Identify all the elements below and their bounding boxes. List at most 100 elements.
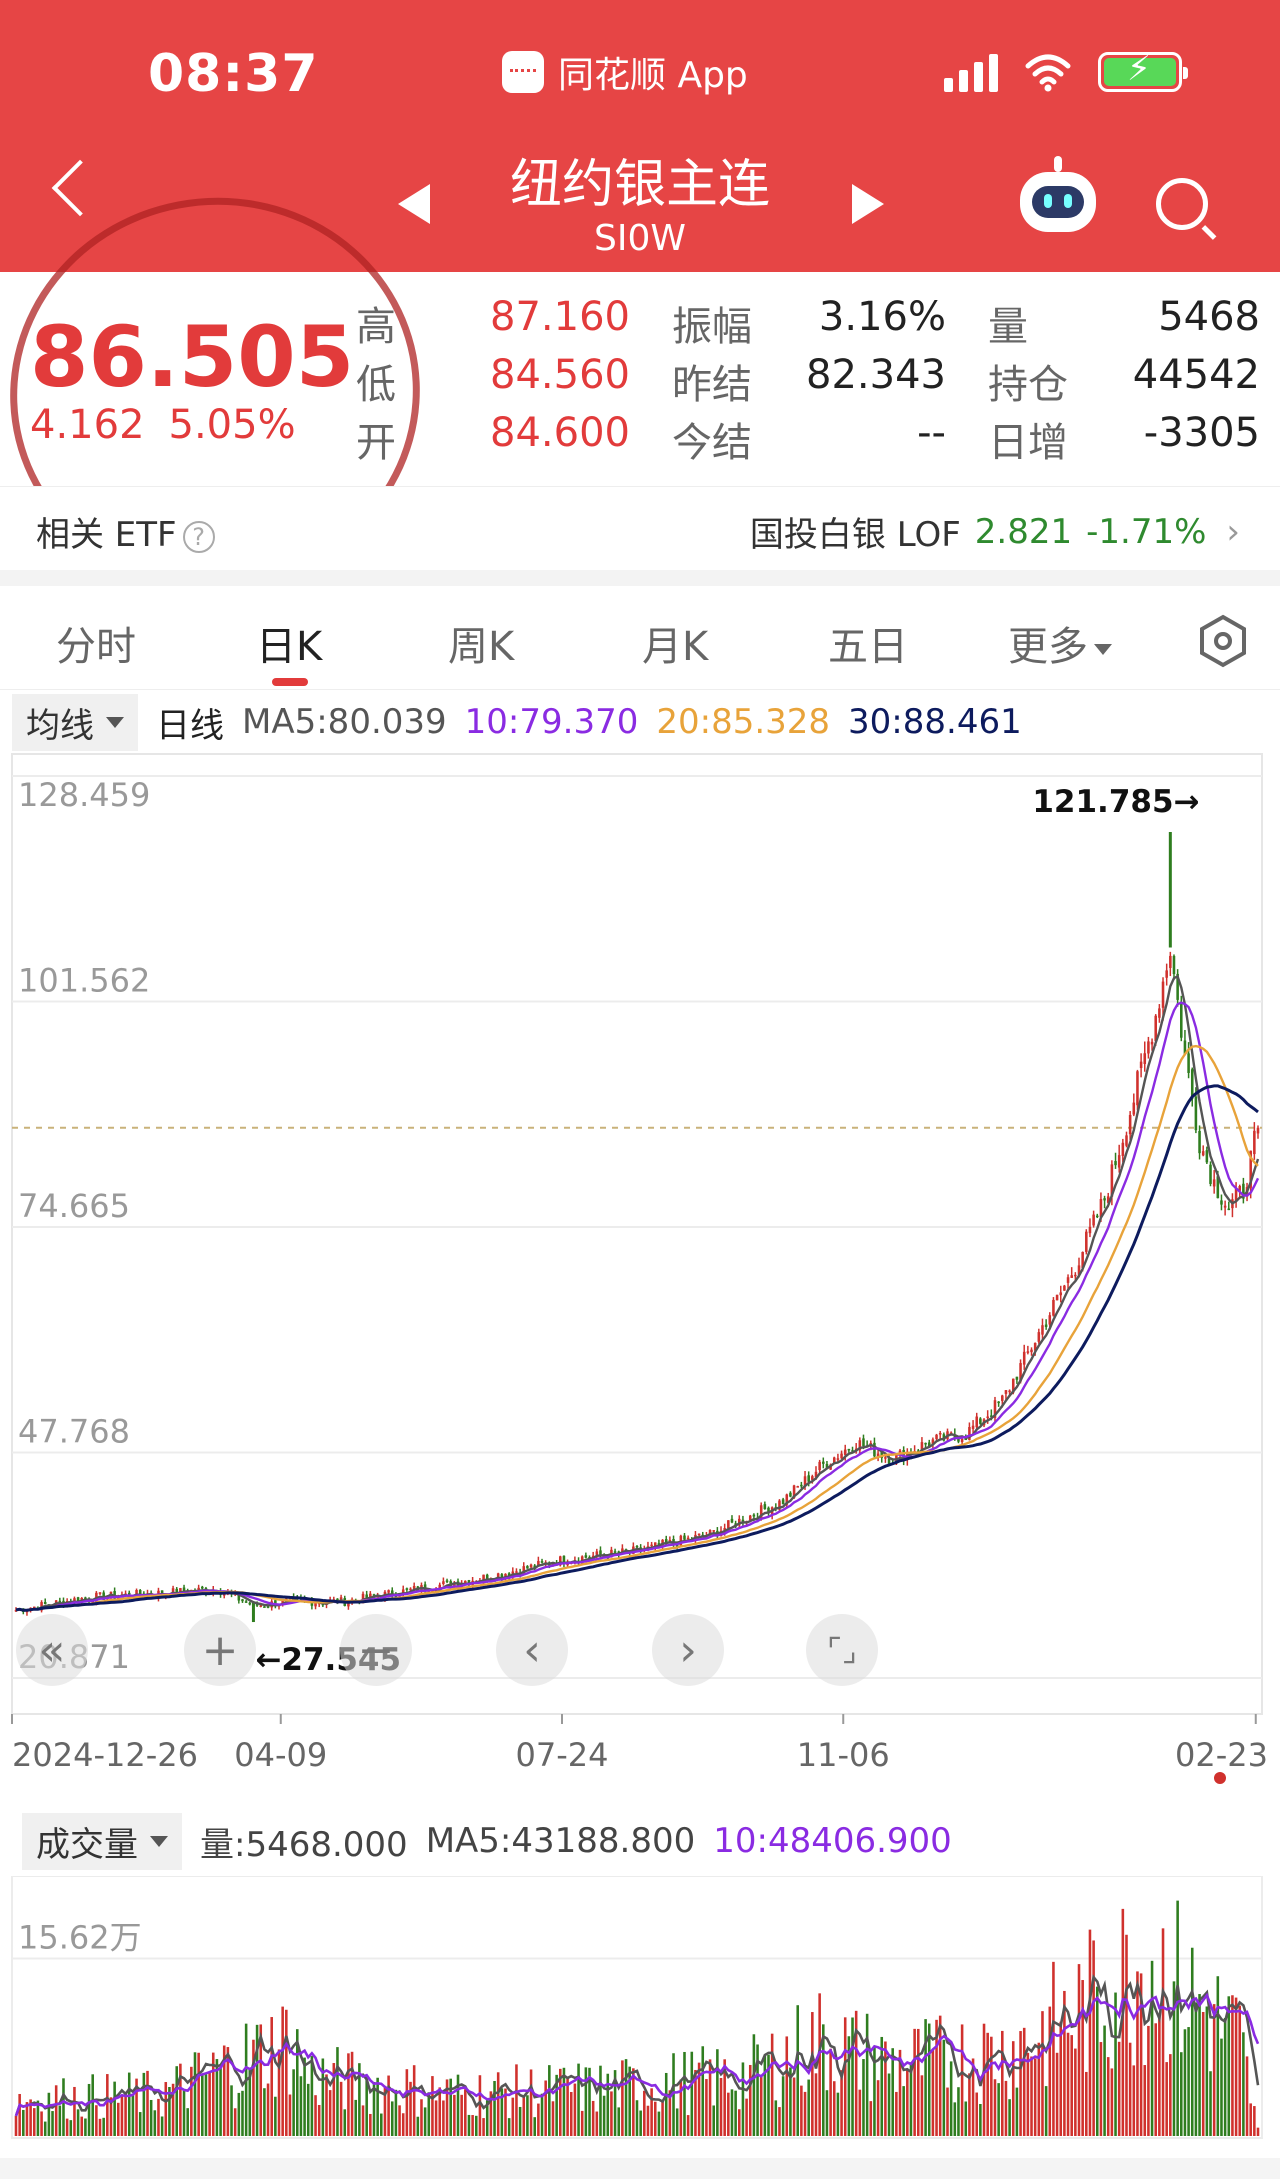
- zoom-in-button[interactable]: +: [184, 1614, 256, 1686]
- volume-bar: [295, 2029, 299, 2136]
- volume-bar: [1183, 2029, 1187, 2136]
- prev-icon[interactable]: [398, 184, 430, 224]
- x-tick-label: 2024-12-26: [12, 1736, 198, 1774]
- volume-bar: [124, 2091, 127, 2136]
- volume-bar: [197, 2052, 200, 2136]
- search-icon[interactable]: [1156, 178, 1208, 230]
- volume-bar: [62, 2078, 65, 2136]
- volume-bar: [840, 2070, 843, 2136]
- volume-bar: [190, 2066, 193, 2136]
- tab-five-day[interactable]: 五日: [828, 624, 908, 670]
- chart-tabs: 分时 日K 周K 月K 五日 更多: [0, 586, 1280, 690]
- candle: [1059, 1285, 1063, 1303]
- volume-bar: [686, 2115, 690, 2136]
- robot-icon[interactable]: [1020, 156, 1096, 232]
- volume-bar: [73, 2086, 76, 2136]
- volume-bar: [474, 2115, 478, 2136]
- volume-bar: [153, 2110, 157, 2136]
- volume-bar: [186, 2108, 189, 2136]
- volume-bar: [1059, 2021, 1063, 2136]
- volume-bar: [1227, 1996, 1231, 2136]
- volume-bar: [263, 2088, 266, 2136]
- candle: [1063, 1284, 1066, 1291]
- volume-bar: [120, 2096, 124, 2136]
- candle: [789, 1491, 792, 1498]
- volume-bar: [577, 2063, 580, 2136]
- volume-bar: [1209, 2071, 1212, 2136]
- volume-bar: [321, 2058, 325, 2136]
- tab-monthly-k[interactable]: 月K: [642, 624, 709, 670]
- volume-bar: [1198, 1994, 1201, 2136]
- volume-bar: [32, 2108, 36, 2136]
- volume-bar: [646, 2105, 650, 2136]
- candle: [1139, 1053, 1143, 1078]
- tab-intraday[interactable]: 分时: [56, 624, 136, 670]
- next-icon[interactable]: [852, 184, 884, 224]
- volume-value: 5468: [1158, 294, 1260, 340]
- volume-bar: [222, 2045, 226, 2136]
- volume-bar: [778, 2107, 781, 2136]
- candle: [98, 1592, 102, 1596]
- related-etf-row[interactable]: 相关 ETF? 国投白银 LOF 2.821 -1.71% ›: [0, 486, 1280, 570]
- ma-legend: 均线 日线 MA5:80.039 10:79.370 20:85.328 30:…: [0, 692, 1280, 752]
- volume-bar: [226, 2047, 230, 2136]
- fullscreen-button[interactable]: ⌜⌟: [806, 1614, 878, 1686]
- signal-icon: [944, 52, 998, 92]
- volume-bar: [14, 2115, 18, 2136]
- candle: [1041, 1318, 1044, 1341]
- candle: [241, 1598, 244, 1603]
- volume-bar: [664, 2072, 668, 2136]
- volume-bar: [770, 2033, 774, 2136]
- candle: [1125, 1131, 1128, 1148]
- volume-bar: [522, 2096, 526, 2136]
- volume-bar: [54, 2085, 58, 2136]
- volume-chart[interactable]: 15.62万: [0, 1876, 1280, 2156]
- volume-bar: [1055, 2052, 1059, 2136]
- volume-bar: [336, 2047, 339, 2136]
- ma-dropdown[interactable]: 均线: [12, 693, 138, 751]
- volume-bar: [1015, 2087, 1019, 2136]
- volume-bar: [131, 2095, 135, 2136]
- zoom-out-button[interactable]: −: [340, 1614, 412, 1686]
- volume-bar: [927, 2023, 931, 2136]
- candle: [836, 1453, 840, 1463]
- volume-ma10-line: [14, 1992, 1260, 2117]
- volume-bar: [701, 2046, 705, 2136]
- tab-daily-k[interactable]: 日K: [256, 624, 323, 670]
- etf-quote[interactable]: 国投白银 LOF 2.821 -1.71% ›: [750, 507, 1240, 556]
- volume-bar: [204, 2074, 208, 2136]
- volume-bar: [533, 2117, 537, 2136]
- volume-bar: [372, 2081, 376, 2136]
- volume-value: 量:5468.000: [200, 1824, 408, 1865]
- volume-bar: [87, 2083, 91, 2136]
- tab-weekly-k[interactable]: 周K: [448, 624, 515, 670]
- volume-bar: [1095, 1986, 1099, 2136]
- volume-bar: [690, 2051, 694, 2136]
- price-chart[interactable]: 128.459101.56274.66547.76820.871121.785→…: [0, 752, 1280, 1792]
- volume-bar: [1205, 2006, 1209, 2136]
- volume-bar: [1044, 2086, 1048, 2136]
- volume-bar: [938, 2015, 942, 2136]
- scroll-left-fast-button[interactable]: «: [16, 1614, 88, 1686]
- volume-bar: [657, 2111, 661, 2136]
- help-icon[interactable]: ?: [182, 520, 215, 553]
- volume-bar: [1026, 2052, 1030, 2136]
- scroll-right-button[interactable]: ›: [652, 1614, 724, 1686]
- volume-bar: [843, 2017, 847, 2136]
- volume-bar: [248, 2069, 252, 2136]
- tab-more[interactable]: 更多: [1008, 614, 1112, 672]
- volume-bar: [230, 2085, 233, 2136]
- settings-hexagon-icon[interactable]: [1196, 614, 1250, 668]
- candle: [1201, 1145, 1205, 1157]
- volume-dropdown[interactable]: 成交量: [22, 1812, 182, 1870]
- volume-bar: [1074, 2048, 1077, 2136]
- candle: [1172, 954, 1176, 980]
- scroll-left-button[interactable]: ‹: [496, 1614, 568, 1686]
- ma10-line: [15, 1001, 1260, 1612]
- volume-bar: [705, 2079, 708, 2136]
- volume-bar: [862, 2059, 865, 2136]
- volume-bar: [1139, 1973, 1143, 2136]
- status-time: 08:37: [148, 44, 319, 104]
- bottom-bar: [0, 2158, 1280, 2179]
- volume-bar: [201, 2073, 204, 2136]
